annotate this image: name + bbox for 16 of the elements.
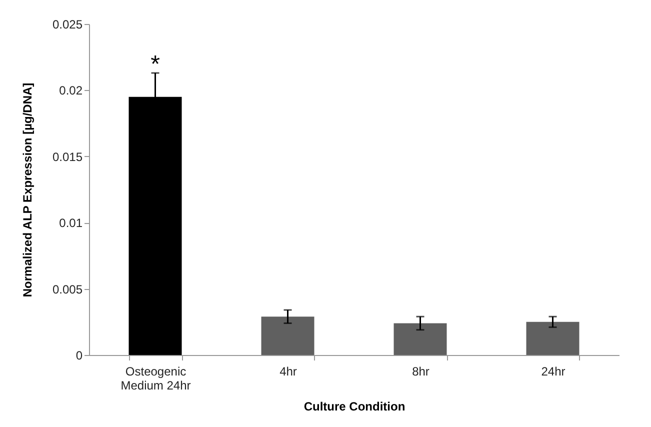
y-tick-label: 0.02	[59, 84, 83, 98]
y-tick-label: 0.025	[52, 18, 83, 32]
bar	[394, 323, 447, 355]
y-axis-title: Normalized ALP Expression [µg/DNA]	[20, 82, 34, 298]
y-tick-label: 0.015	[52, 150, 83, 164]
x-tick-label: 24hr	[541, 364, 566, 378]
y-tick-label: 0.01	[59, 216, 83, 230]
x-tick-label: 8hr	[412, 364, 430, 378]
x-axis-title: Culture Condition	[304, 400, 406, 414]
y-tick-label: 0.005	[52, 282, 83, 296]
bar	[261, 316, 314, 355]
y-tick-label: 0	[76, 348, 83, 362]
annotation: *	[150, 50, 160, 78]
x-tick-label: 4hr	[280, 364, 297, 378]
bar	[526, 322, 580, 355]
x-tick-label: Osteogenic Medium 24hr	[120, 364, 191, 392]
